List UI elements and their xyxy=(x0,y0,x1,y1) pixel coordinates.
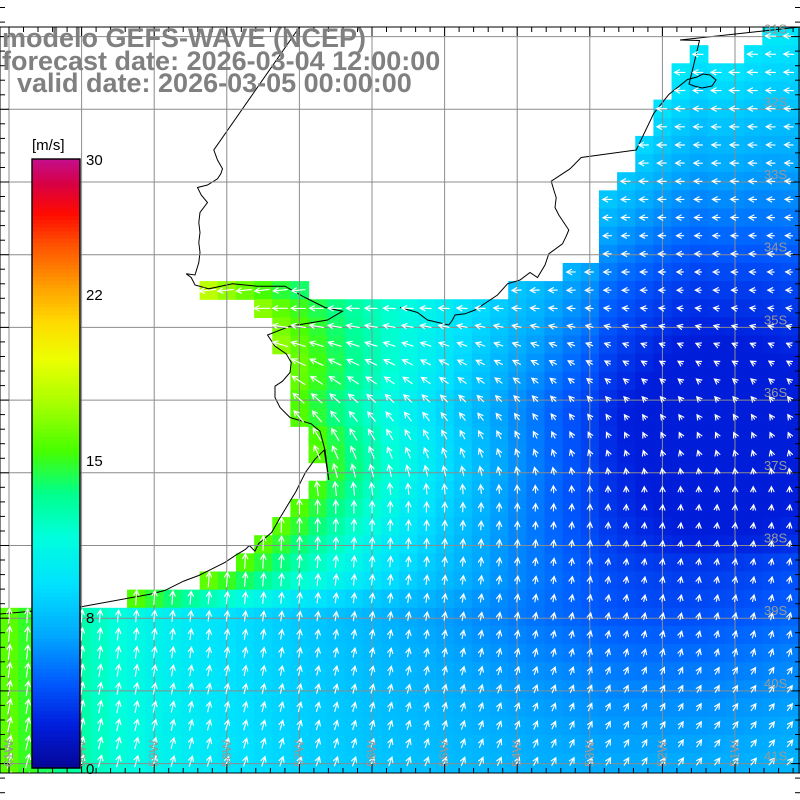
svg-text:35S: 35S xyxy=(764,312,787,327)
svg-text:51W: 51W xyxy=(727,740,742,767)
svg-text:52W: 52W xyxy=(654,740,669,767)
svg-text:41S: 41S xyxy=(764,749,787,764)
svg-text:38S: 38S xyxy=(764,531,787,546)
svg-text:33S: 33S xyxy=(764,167,787,182)
svg-text:30: 30 xyxy=(86,152,103,169)
svg-text:31S: 31S xyxy=(764,22,787,37)
svg-text:[m/s]: [m/s] xyxy=(32,137,65,154)
svg-text:15: 15 xyxy=(86,453,103,470)
svg-text:39S: 39S xyxy=(764,603,787,618)
svg-text:8: 8 xyxy=(86,610,94,627)
svg-text:59W: 59W xyxy=(146,740,161,767)
svg-text:57W: 57W xyxy=(291,740,306,767)
svg-text:0: 0 xyxy=(86,761,94,778)
svg-text:valid date: 2026-03-05 00:00:0: valid date: 2026-03-05 00:00:00 xyxy=(2,68,412,98)
svg-text:36S: 36S xyxy=(764,385,787,400)
svg-text:56W: 56W xyxy=(364,740,379,767)
svg-text:34S: 34S xyxy=(764,240,787,255)
svg-text:53W: 53W xyxy=(582,740,597,767)
svg-text:22: 22 xyxy=(86,287,103,304)
svg-text:37S: 37S xyxy=(764,458,787,473)
svg-text:61W: 61W xyxy=(1,740,16,767)
svg-text:54W: 54W xyxy=(509,740,524,767)
svg-text:40S: 40S xyxy=(764,676,787,691)
svg-text:58W: 58W xyxy=(219,740,234,767)
svg-text:32S: 32S xyxy=(764,94,787,109)
svg-text:55W: 55W xyxy=(437,740,452,767)
